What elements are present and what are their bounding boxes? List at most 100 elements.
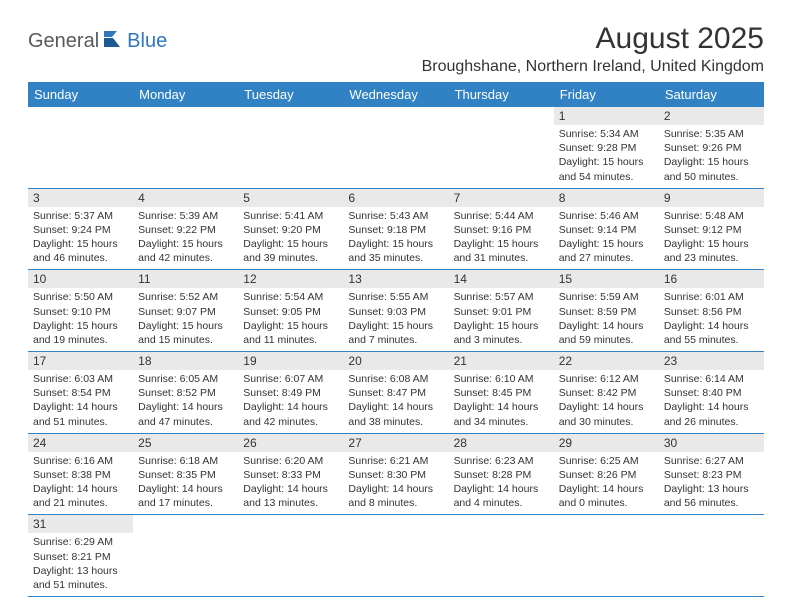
day-number: 30: [659, 434, 764, 452]
calendar-cell: 31Sunrise: 6:29 AMSunset: 8:21 PMDayligh…: [28, 515, 133, 597]
day-number: 22: [554, 352, 659, 370]
calendar-cell: 24Sunrise: 6:16 AMSunset: 8:38 PMDayligh…: [28, 433, 133, 515]
day-details: Sunrise: 5:48 AMSunset: 9:12 PMDaylight:…: [659, 207, 764, 270]
calendar-cell: 5Sunrise: 5:41 AMSunset: 9:20 PMDaylight…: [238, 188, 343, 270]
calendar-cell: 7Sunrise: 5:44 AMSunset: 9:16 PMDaylight…: [449, 188, 554, 270]
weekday-header: Sunday: [28, 82, 133, 107]
day-details: Sunrise: 6:05 AMSunset: 8:52 PMDaylight:…: [133, 370, 238, 433]
day-number: 28: [449, 434, 554, 452]
header: General Blue August 2025 Broughshane, No…: [28, 22, 764, 76]
day-details: Sunrise: 5:43 AMSunset: 9:18 PMDaylight:…: [343, 207, 448, 270]
day-details: Sunrise: 5:35 AMSunset: 9:26 PMDaylight:…: [659, 125, 764, 188]
calendar-row: 3Sunrise: 5:37 AMSunset: 9:24 PMDaylight…: [28, 188, 764, 270]
day-number: 18: [133, 352, 238, 370]
day-number: 2: [659, 107, 764, 125]
calendar-row: 17Sunrise: 6:03 AMSunset: 8:54 PMDayligh…: [28, 352, 764, 434]
location: Broughshane, Northern Ireland, United Ki…: [422, 58, 764, 76]
day-details: Sunrise: 6:20 AMSunset: 8:33 PMDaylight:…: [238, 452, 343, 515]
calendar-cell: 2Sunrise: 5:35 AMSunset: 9:26 PMDaylight…: [659, 107, 764, 188]
day-number: 16: [659, 270, 764, 288]
day-details: Sunrise: 5:37 AMSunset: 9:24 PMDaylight:…: [28, 207, 133, 270]
day-number: 21: [449, 352, 554, 370]
day-number: 29: [554, 434, 659, 452]
day-details: Sunrise: 6:23 AMSunset: 8:28 PMDaylight:…: [449, 452, 554, 515]
day-details: Sunrise: 6:21 AMSunset: 8:30 PMDaylight:…: [343, 452, 448, 515]
logo: General Blue: [28, 22, 167, 53]
day-number: 12: [238, 270, 343, 288]
calendar-cell: 11Sunrise: 5:52 AMSunset: 9:07 PMDayligh…: [133, 270, 238, 352]
day-details: Sunrise: 5:41 AMSunset: 9:20 PMDaylight:…: [238, 207, 343, 270]
day-number: 9: [659, 189, 764, 207]
calendar-cell: 12Sunrise: 5:54 AMSunset: 9:05 PMDayligh…: [238, 270, 343, 352]
flag-icon: [103, 30, 125, 53]
day-number: 4: [133, 189, 238, 207]
day-number: 19: [238, 352, 343, 370]
calendar-cell: 13Sunrise: 5:55 AMSunset: 9:03 PMDayligh…: [343, 270, 448, 352]
day-number: 5: [238, 189, 343, 207]
day-details: Sunrise: 6:29 AMSunset: 8:21 PMDaylight:…: [28, 533, 133, 596]
weekday-header: Wednesday: [343, 82, 448, 107]
calendar-cell: [28, 107, 133, 188]
day-number: 11: [133, 270, 238, 288]
day-details: Sunrise: 5:59 AMSunset: 8:59 PMDaylight:…: [554, 288, 659, 351]
calendar-row: 31Sunrise: 6:29 AMSunset: 8:21 PMDayligh…: [28, 515, 764, 597]
calendar-cell: [133, 515, 238, 597]
day-number: 8: [554, 189, 659, 207]
calendar-cell: 30Sunrise: 6:27 AMSunset: 8:23 PMDayligh…: [659, 433, 764, 515]
calendar-cell: 6Sunrise: 5:43 AMSunset: 9:18 PMDaylight…: [343, 188, 448, 270]
calendar-cell: 22Sunrise: 6:12 AMSunset: 8:42 PMDayligh…: [554, 352, 659, 434]
day-details: Sunrise: 6:14 AMSunset: 8:40 PMDaylight:…: [659, 370, 764, 433]
calendar-cell: [343, 515, 448, 597]
day-number: 31: [28, 515, 133, 533]
calendar-cell: [449, 515, 554, 597]
calendar-cell: 25Sunrise: 6:18 AMSunset: 8:35 PMDayligh…: [133, 433, 238, 515]
calendar-row: 10Sunrise: 5:50 AMSunset: 9:10 PMDayligh…: [28, 270, 764, 352]
calendar-cell: 23Sunrise: 6:14 AMSunset: 8:40 PMDayligh…: [659, 352, 764, 434]
logo-text-general: General: [28, 30, 99, 53]
day-details: Sunrise: 5:54 AMSunset: 9:05 PMDaylight:…: [238, 288, 343, 351]
day-number: 17: [28, 352, 133, 370]
day-number: 14: [449, 270, 554, 288]
day-number: 23: [659, 352, 764, 370]
calendar-cell: 9Sunrise: 5:48 AMSunset: 9:12 PMDaylight…: [659, 188, 764, 270]
day-number: 13: [343, 270, 448, 288]
day-number: 20: [343, 352, 448, 370]
day-details: Sunrise: 6:25 AMSunset: 8:26 PMDaylight:…: [554, 452, 659, 515]
calendar-cell: 17Sunrise: 6:03 AMSunset: 8:54 PMDayligh…: [28, 352, 133, 434]
calendar-cell: 1Sunrise: 5:34 AMSunset: 9:28 PMDaylight…: [554, 107, 659, 188]
calendar-cell: 14Sunrise: 5:57 AMSunset: 9:01 PMDayligh…: [449, 270, 554, 352]
day-number: 3: [28, 189, 133, 207]
weekday-header: Friday: [554, 82, 659, 107]
calendar-cell: 21Sunrise: 6:10 AMSunset: 8:45 PMDayligh…: [449, 352, 554, 434]
day-details: Sunrise: 5:34 AMSunset: 9:28 PMDaylight:…: [554, 125, 659, 188]
day-details: Sunrise: 5:39 AMSunset: 9:22 PMDaylight:…: [133, 207, 238, 270]
day-number: 7: [449, 189, 554, 207]
calendar-cell: [238, 107, 343, 188]
calendar-cell: [343, 107, 448, 188]
calendar-cell: 27Sunrise: 6:21 AMSunset: 8:30 PMDayligh…: [343, 433, 448, 515]
day-details: Sunrise: 6:08 AMSunset: 8:47 PMDaylight:…: [343, 370, 448, 433]
day-number: 15: [554, 270, 659, 288]
calendar-cell: 3Sunrise: 5:37 AMSunset: 9:24 PMDaylight…: [28, 188, 133, 270]
calendar-cell: [238, 515, 343, 597]
day-number: 6: [343, 189, 448, 207]
calendar-cell: 15Sunrise: 5:59 AMSunset: 8:59 PMDayligh…: [554, 270, 659, 352]
day-details: Sunrise: 6:01 AMSunset: 8:56 PMDaylight:…: [659, 288, 764, 351]
day-details: Sunrise: 6:12 AMSunset: 8:42 PMDaylight:…: [554, 370, 659, 433]
weekday-header: Thursday: [449, 82, 554, 107]
day-number: 27: [343, 434, 448, 452]
calendar-table: Sunday Monday Tuesday Wednesday Thursday…: [28, 82, 764, 597]
month-title: August 2025: [422, 22, 764, 56]
calendar-cell: 16Sunrise: 6:01 AMSunset: 8:56 PMDayligh…: [659, 270, 764, 352]
calendar-cell: [659, 515, 764, 597]
calendar-row: 24Sunrise: 6:16 AMSunset: 8:38 PMDayligh…: [28, 433, 764, 515]
day-details: Sunrise: 5:55 AMSunset: 9:03 PMDaylight:…: [343, 288, 448, 351]
day-number: 10: [28, 270, 133, 288]
day-details: Sunrise: 5:44 AMSunset: 9:16 PMDaylight:…: [449, 207, 554, 270]
day-details: Sunrise: 6:27 AMSunset: 8:23 PMDaylight:…: [659, 452, 764, 515]
day-number: 25: [133, 434, 238, 452]
day-details: Sunrise: 6:10 AMSunset: 8:45 PMDaylight:…: [449, 370, 554, 433]
day-details: Sunrise: 5:50 AMSunset: 9:10 PMDaylight:…: [28, 288, 133, 351]
calendar-row: 1Sunrise: 5:34 AMSunset: 9:28 PMDaylight…: [28, 107, 764, 188]
weekday-header: Tuesday: [238, 82, 343, 107]
